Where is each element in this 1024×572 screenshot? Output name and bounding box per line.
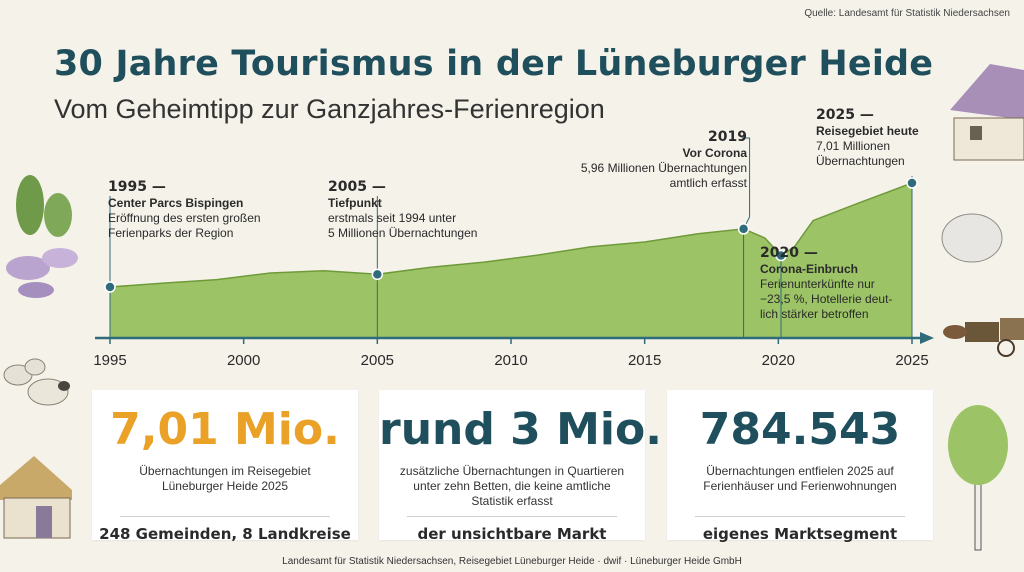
- annotation-1995: 1995 — Center Parcs Bispingen Eröffnung …: [108, 178, 261, 241]
- stat-card-divider: [120, 516, 330, 517]
- stat-card-holiday-homes: 784.543 Übernachtungen entfielen 2025 au…: [667, 390, 933, 543]
- annotation-1995-line1: Eröffnung des ersten großen: [108, 211, 261, 225]
- x-tick-label: 2005: [361, 352, 394, 369]
- data-point-marker: [775, 249, 787, 262]
- stat-card-holiday-homes-footer: eigenes Marktsegment: [702, 525, 898, 543]
- x-tick-label: 2010: [494, 352, 527, 369]
- annotation-2019-year: 2019: [708, 129, 747, 145]
- data-point-marker: [737, 223, 750, 235]
- annotation-2025-year: 2025 —: [816, 107, 874, 123]
- heather-bushes-illustration: [6, 175, 78, 298]
- annotation-2005: 2005 — Tiefpunkt erstmals seit 1994 unte…: [328, 178, 477, 241]
- horse-carriage-icon: [943, 318, 1024, 357]
- annotation-2005-heading: Tiefpunkt: [328, 196, 382, 210]
- data-point-marker: [371, 268, 384, 281]
- annotation-2005-year: 2005 —: [328, 179, 386, 195]
- page-subtitle: Vom Geheimtipp zur Ganzjahres-Ferienregi…: [54, 94, 605, 124]
- stat-card-divider: [695, 516, 905, 517]
- stat-card-overnights-footer: 248 Gemeinden, 8 Landkreise: [99, 525, 351, 543]
- x-tick-label: 2015: [628, 352, 661, 369]
- annotation-2020-heading: Corona-Einbruch: [760, 262, 858, 276]
- source-note-bottom: Landesamt für Statistik Niedersachsen, R…: [282, 556, 742, 567]
- source-note-top: Quelle: Landesamt für Statistik Niedersa…: [804, 8, 1010, 19]
- stat-card-invisible-market: rund 3 Mio. zusätzliche Übernachtungen i…: [379, 390, 662, 543]
- annotation-2020-year: 2020 —: [760, 245, 818, 261]
- page-title: 30 Jahre Tourismus in der Lüneburger Hei…: [54, 44, 934, 84]
- annotation-2019: 2019 Vor Corona 5,96 Millionen Übernacht…: [545, 128, 747, 191]
- annotation-1995-line2: Ferienparks der Region: [108, 226, 234, 240]
- x-tick-label: 2025: [895, 352, 928, 369]
- stat-card-overnights-value: 7,01 Mio.: [110, 404, 340, 455]
- x-tick-label: 2020: [762, 352, 795, 369]
- x-tick-label: 1995: [93, 352, 126, 369]
- annotation-2005-line2: 5 Millionen Übernachtungen: [328, 226, 478, 240]
- data-point-marker: [104, 281, 116, 293]
- x-axis-arrow-icon: [920, 332, 934, 344]
- annotation-1995-heading: Center Parcs Bispingen: [108, 196, 244, 210]
- thatched-house-left-illustration: [0, 456, 72, 539]
- stat-card-invisible-market-description: zusätzliche Übernachtungen in Quartieren…: [399, 464, 625, 508]
- annotation-2025: 2025 — Reisegebiet heute 7,01 Millionen …: [816, 106, 919, 169]
- annotation-2020-line2: −23,5 %, Hotellerie deut-: [760, 292, 893, 306]
- stat-card-overnights-description: Übernachtungen im Reisegebiet Lüneburger…: [139, 464, 311, 493]
- annotation-2019-line1: 5,96 Millionen Übernachtungen: [580, 161, 747, 175]
- annotation-2020-line3: lich stärker betroffen: [760, 307, 869, 321]
- stat-card-invisible-market-value: rund 3 Mio.: [379, 404, 662, 455]
- annotation-2025-line2: Übernachtungen: [816, 154, 905, 168]
- leader-line-2019: [741, 137, 751, 230]
- data-point-marker: [906, 177, 918, 189]
- stat-card-invisible-market-footer: der unsichtbare Markt: [417, 525, 607, 543]
- annotation-2020-line1: Ferienunterkünfte nur: [760, 277, 875, 291]
- stat-card-holiday-homes-value: 784.543: [699, 404, 901, 455]
- stat-card-overnights: 7,01 Mio. Übernachtungen im Reisegebiet …: [92, 390, 358, 543]
- overnights-area: [110, 183, 912, 338]
- stat-card-divider: [407, 516, 617, 517]
- x-tick-label: 2000: [227, 352, 260, 369]
- annotation-2019-line2: amtlich erfasst: [669, 176, 747, 190]
- annotation-2020: 2020 — Corona-Einbruch Ferienunterkünfte…: [760, 244, 892, 322]
- annotation-2005-line1: erstmals seit 1994 unter: [328, 211, 457, 225]
- sheep-illustration: [3, 358, 70, 406]
- stat-card-holiday-homes-description: Übernachtungen entfielen 2025 auf Ferien…: [703, 464, 897, 493]
- annotation-1995-year: 1995 —: [108, 179, 166, 195]
- boulder-illustration: [941, 213, 1003, 263]
- birch-tree-illustration: [948, 405, 1008, 551]
- thatched-house-right-illustration: [950, 64, 1024, 161]
- annotation-2025-heading: Reisegebiet heute: [816, 124, 919, 138]
- annotation-2025-line1: 7,01 Millionen: [816, 139, 891, 153]
- annotation-2019-heading: Vor Corona: [682, 146, 747, 160]
- overnights-line: [109, 182, 913, 288]
